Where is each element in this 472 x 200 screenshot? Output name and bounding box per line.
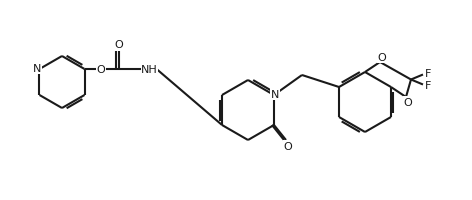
Text: O: O [96, 65, 105, 75]
Text: O: O [284, 141, 292, 151]
Text: F: F [425, 69, 431, 79]
Text: NH: NH [141, 65, 158, 75]
Text: O: O [114, 40, 123, 50]
Text: O: O [404, 98, 413, 107]
Text: O: O [378, 53, 387, 63]
Text: F: F [425, 81, 431, 91]
Text: N: N [271, 90, 279, 100]
Text: N: N [34, 64, 42, 74]
